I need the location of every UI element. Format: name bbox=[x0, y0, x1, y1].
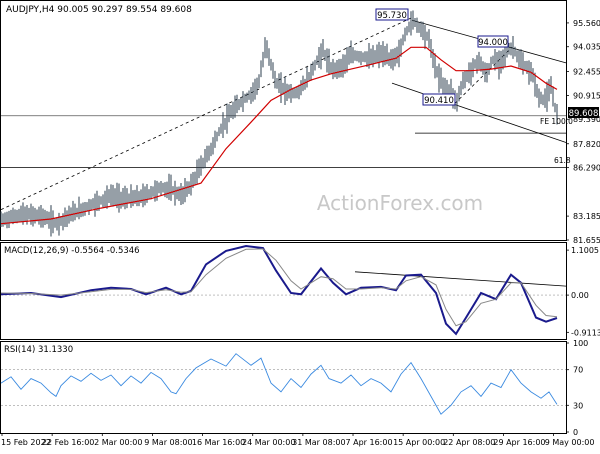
last-price-tag: 89.608 bbox=[568, 107, 599, 119]
macd-tick-label: 0.00 bbox=[571, 291, 589, 300]
price-layer bbox=[0, 10, 567, 237]
macd-layer bbox=[0, 244, 567, 336]
x-tick-label: 15 Apr 00:00 bbox=[393, 438, 445, 447]
macd-tick-label: -0.9113 bbox=[571, 328, 600, 337]
price-tick-label: 83.185 bbox=[573, 212, 600, 221]
label-high1-text: 95.730 bbox=[377, 11, 407, 21]
x-tick-label: 16 Mar 16:00 bbox=[192, 438, 245, 447]
x-tick-label: 15 Feb 2022 bbox=[1, 438, 51, 447]
x-tick-label: 22 Feb 16:00 bbox=[42, 438, 94, 447]
rsi-tick-label: 0 bbox=[573, 428, 578, 437]
price-tick-label: 92.455 bbox=[573, 67, 600, 76]
rsi-tick-label: 100 bbox=[573, 339, 588, 348]
x-tick-label: 29 Apr 16:00 bbox=[493, 438, 545, 447]
rsi-tick-label: 30 bbox=[573, 401, 583, 410]
watermark: ActionForex.com bbox=[317, 191, 483, 215]
rsi-title: RSI(14) 31.1330 bbox=[4, 345, 73, 355]
rsi-tick-label: 70 bbox=[573, 366, 583, 375]
last-price-text: 89.608 bbox=[569, 109, 599, 119]
price-tick-label: 94.035 bbox=[573, 43, 600, 52]
x-tick-label: 9 May 00:00 bbox=[545, 438, 595, 447]
rsi-layer bbox=[0, 353, 566, 415]
price-tick-label: 89.390 bbox=[573, 115, 600, 124]
label-low1: 90.410 bbox=[422, 93, 456, 106]
moving-average-line bbox=[0, 46, 558, 225]
x-tick-label: 9 Mar 08:00 bbox=[144, 438, 192, 447]
price-title: AUDJPY,H4 90.005 90.297 89.554 89.608 bbox=[6, 5, 192, 15]
price-tick-label: 95.560 bbox=[573, 19, 600, 28]
price-tick-label: 87.820 bbox=[573, 140, 600, 149]
label-high2-text: 94.000 bbox=[478, 38, 508, 48]
label-low1-text: 90.410 bbox=[424, 96, 454, 106]
fib-label: 61.8 bbox=[554, 156, 571, 165]
macd-panel-frame bbox=[0, 242, 567, 340]
rising-trendline bbox=[0, 17, 413, 210]
fe-label: FE 100.0 bbox=[540, 117, 573, 126]
x-tick-label: 22 Apr 08:00 bbox=[443, 438, 495, 447]
axis-layer: 95.560 94.035 92.455 90.915 89.390 87.820 86.2… bbox=[1, 19, 600, 447]
price-tick-label: 81.655 bbox=[573, 236, 600, 245]
x-tick-label: 31 Mar 08:00 bbox=[292, 438, 345, 447]
price-panel-frame bbox=[0, 0, 567, 241]
price-tick-label: 86.290 bbox=[573, 164, 600, 173]
rsi-panel-frame bbox=[0, 341, 567, 434]
x-tick-label: 2 Mar 00:00 bbox=[94, 438, 142, 447]
macd-signal-line bbox=[0, 248, 558, 327]
rsi-line bbox=[0, 353, 558, 415]
macd-line bbox=[0, 244, 558, 336]
channel-lower-line bbox=[391, 82, 567, 143]
macd-trendline bbox=[354, 271, 567, 287]
price-tick-label: 90.915 bbox=[573, 91, 600, 100]
x-tick-label: 24 Mar 00:00 bbox=[242, 438, 295, 447]
label-high2: 94.000 bbox=[477, 35, 509, 48]
macd-title: MACD(12,26,9) -0.5564 -0.5346 bbox=[4, 246, 140, 256]
macd-tick-label: 1.1005 bbox=[571, 246, 599, 255]
label-high1: 95.730 bbox=[375, 8, 409, 21]
x-tick-label: 7 Apr 16:00 bbox=[345, 438, 392, 447]
